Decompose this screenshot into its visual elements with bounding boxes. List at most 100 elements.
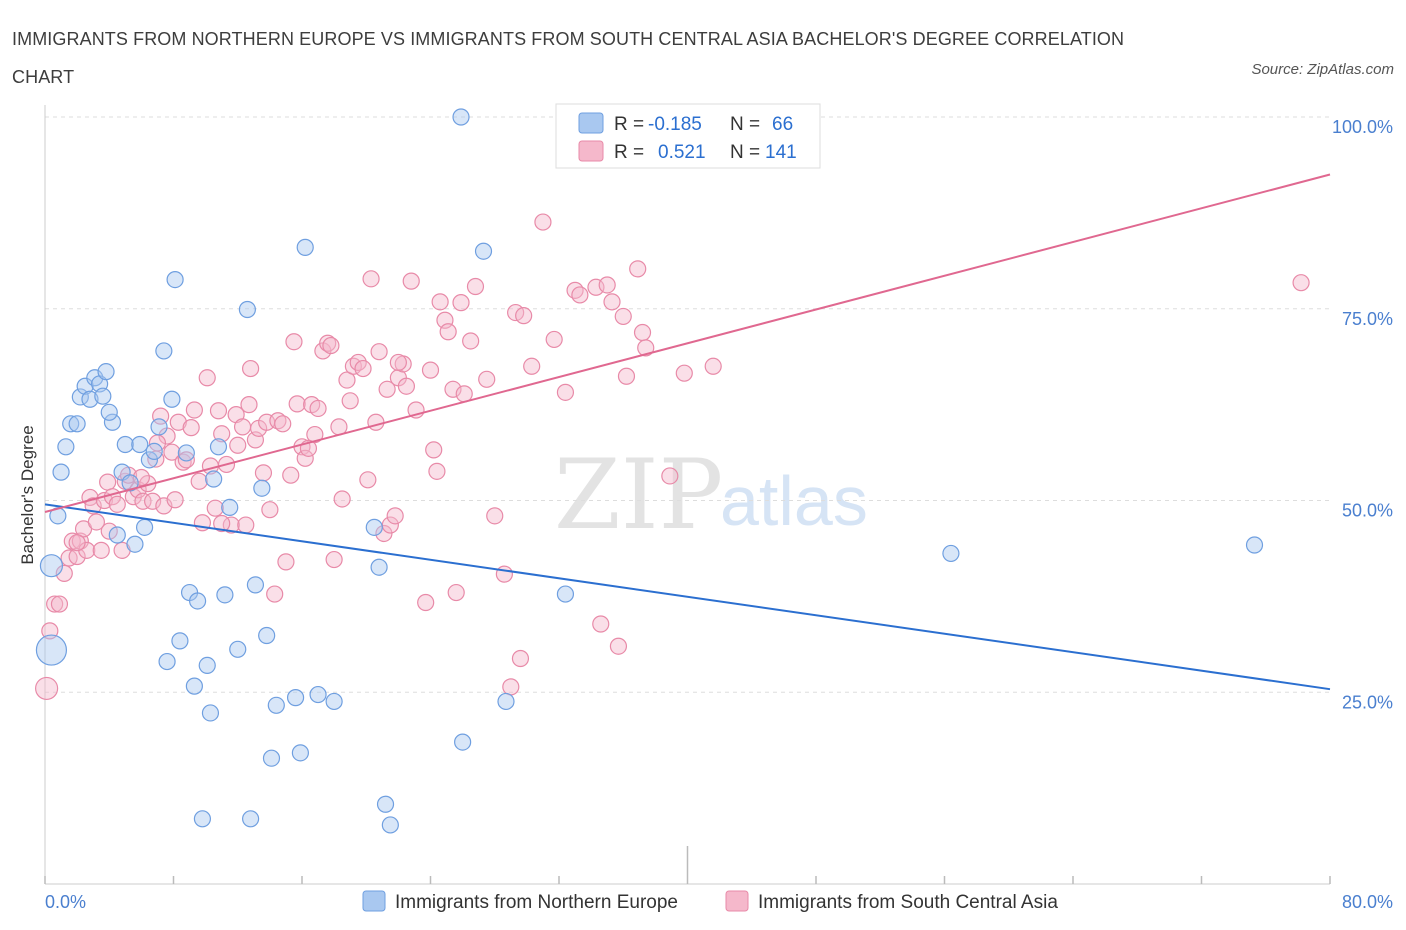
- northern-europe-point: [205, 470, 223, 488]
- northern-europe-point: [171, 632, 189, 650]
- y-tick-label-3: 100.0%: [1332, 117, 1393, 137]
- northern-europe-point: [454, 733, 472, 751]
- source-credit: Source: ZipAtlas.com: [1251, 61, 1394, 78]
- series-northern-europe-points: [35, 108, 1264, 834]
- gridlines: [45, 116, 1330, 693]
- south-central-asia-point: [425, 441, 443, 459]
- south-central-asia-point: [261, 501, 279, 519]
- south-central-asia-point: [108, 495, 126, 513]
- northern-europe-point: [62, 415, 80, 433]
- south-central-asia-point: [50, 595, 69, 613]
- south-central-asia-point: [296, 449, 314, 467]
- south-central-asia-point: [319, 334, 337, 352]
- south-central-asia-point: [309, 399, 327, 418]
- legend-n-label-pink: N =: [730, 142, 760, 163]
- south-central-asia-point: [367, 413, 385, 431]
- south-central-asia-point: [242, 359, 260, 378]
- x-tick-label-0: 0.0%: [45, 892, 86, 912]
- northern-europe-point: [242, 810, 260, 828]
- south-central-asia-point: [100, 522, 118, 540]
- legend-r-value-blue: -0.185: [648, 114, 702, 135]
- south-central-asia-point: [545, 330, 563, 349]
- northern-europe-point: [201, 704, 220, 722]
- south-central-asia-point: [46, 595, 64, 613]
- northern-europe-point: [291, 744, 309, 762]
- south-central-asia-point: [322, 336, 340, 355]
- northern-europe-point: [116, 435, 134, 454]
- south-central-asia-point: [511, 649, 530, 668]
- south-central-asia-point: [163, 443, 181, 461]
- y-tick-label-2: 75.0%: [1342, 309, 1393, 329]
- y-tick-labels: 25.0% 50.0% 75.0% 100.0%: [1332, 117, 1393, 712]
- northern-europe-point: [262, 749, 281, 767]
- south-central-asia-point: [132, 468, 150, 487]
- northern-europe-point: [166, 271, 184, 289]
- northern-europe-point: [126, 535, 144, 553]
- south-central-asia-point: [439, 323, 457, 341]
- south-central-asia-point: [209, 402, 228, 420]
- south-central-asia-point: [237, 516, 255, 534]
- northern-europe-point: [325, 692, 343, 711]
- northern-europe-point: [97, 363, 115, 381]
- legend-swatch-blue: [578, 112, 604, 134]
- south-central-asia-point: [306, 425, 324, 444]
- northern-europe-point: [103, 413, 122, 431]
- south-central-asia-point: [534, 213, 552, 231]
- south-central-asia-point: [362, 270, 380, 288]
- legend-r-label-blue: R =: [614, 114, 644, 135]
- south-central-asia-point: [206, 499, 224, 517]
- south-central-asia-point: [177, 451, 195, 469]
- south-central-asia-point: [402, 272, 420, 290]
- correlation-legend: R = -0.185 N = 66 R = 0.521 N = 141: [555, 103, 821, 169]
- south-central-asia-point: [269, 412, 287, 430]
- south-central-asia-point: [502, 678, 520, 696]
- south-central-asia-point: [523, 357, 541, 375]
- south-central-asia-point: [354, 359, 372, 378]
- south-central-asia-point: [190, 472, 208, 490]
- south-central-asia-point: [213, 425, 231, 443]
- south-central-asia-point: [661, 467, 679, 485]
- legend-swatch-pink: [578, 140, 604, 162]
- y-axis-title: Bachelor's Degree: [18, 425, 37, 564]
- south-central-asia-point: [285, 333, 303, 351]
- south-central-asia-point: [68, 534, 86, 552]
- south-central-asia-point: [444, 380, 462, 398]
- northern-europe-point: [258, 626, 276, 645]
- south-central-asia-point: [571, 286, 589, 304]
- south-central-asia-point: [431, 293, 449, 311]
- northern-europe-point: [497, 692, 515, 711]
- south-central-asia-point: [99, 473, 117, 491]
- northern-europe-point: [100, 403, 118, 421]
- south-central-asia-point: [198, 369, 216, 387]
- south-central-asia-point: [152, 407, 170, 425]
- northern-europe-point: [131, 435, 149, 454]
- northern-europe-point: [1245, 536, 1264, 554]
- south-central-asia-point: [452, 294, 470, 312]
- south-central-asia-point: [229, 436, 247, 454]
- northern-europe-point: [216, 586, 234, 604]
- south-central-asia-point: [704, 357, 722, 375]
- northern-europe-point: [942, 544, 960, 563]
- northern-europe-point: [68, 415, 86, 433]
- south-central-asia-point: [92, 541, 110, 559]
- south-central-asia-point: [166, 491, 184, 509]
- south-central-asia-point: [55, 564, 73, 582]
- south-central-asia-point: [87, 513, 106, 531]
- south-central-asia-point: [421, 361, 440, 379]
- northern-europe-point: [185, 677, 203, 695]
- south-central-asia-point: [277, 553, 295, 571]
- northern-europe-point: [221, 498, 239, 517]
- northern-europe-point: [155, 342, 173, 360]
- northern-europe-point: [188, 592, 207, 610]
- south-central-asia-point: [397, 377, 416, 395]
- south-central-asia-point: [637, 339, 655, 357]
- south-central-asia-point: [386, 507, 404, 525]
- northern-europe-point: [452, 108, 470, 126]
- south-central-asia-point: [378, 380, 396, 398]
- northern-europe-point: [81, 390, 99, 408]
- northern-europe-point: [286, 689, 305, 707]
- northern-europe-point: [376, 795, 395, 813]
- south-central-asia-point: [370, 343, 388, 361]
- south-central-asia-point: [144, 492, 162, 510]
- south-central-asia-point: [592, 615, 610, 633]
